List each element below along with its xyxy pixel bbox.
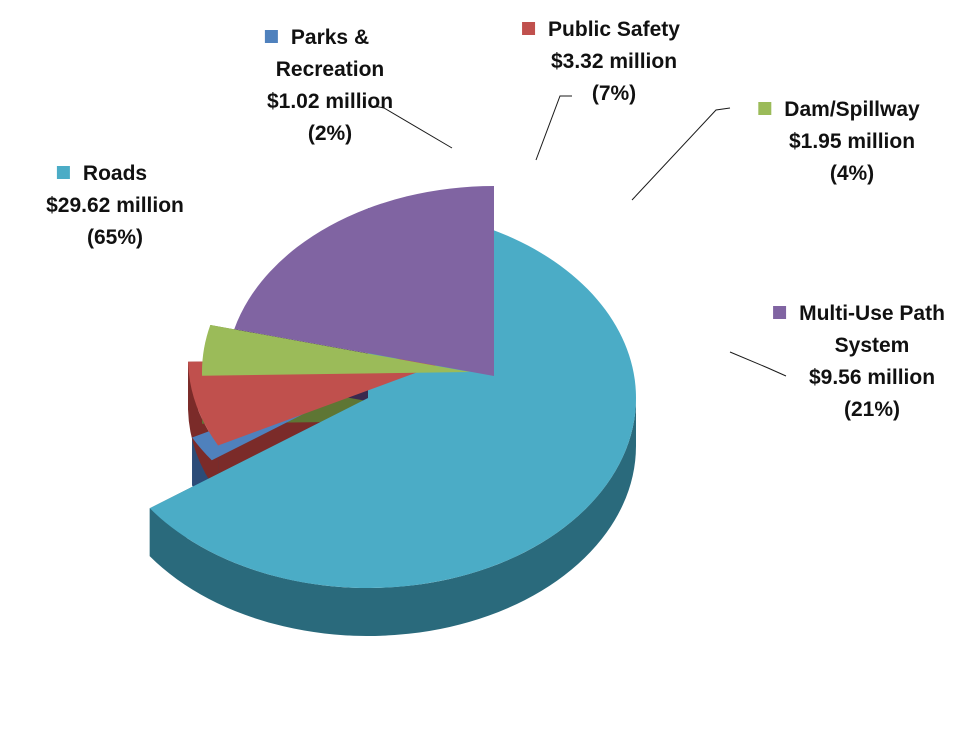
data-label-public-safety-line-0: Public Safety <box>548 18 680 41</box>
data-label-parks-recreation-line-2: $1.02 million <box>267 90 393 113</box>
data-label-multi-use-path-system-line-0: Multi-Use Path <box>799 302 945 325</box>
data-label-roads-line-0: Roads <box>83 162 147 185</box>
data-label-dam-spillway: Dam/Spillway $1.95 million (4%) <box>758 98 920 185</box>
data-label-dam-spillway-line-0: Dam/Spillway <box>784 98 920 121</box>
legend-key-dam-spillway <box>758 102 772 115</box>
pie-slice-dam-spillway <box>202 325 470 376</box>
data-label-public-safety-line-1: $3.32 million <box>551 50 677 73</box>
data-label-parks-recreation-line-3: (2%) <box>308 122 352 145</box>
slice-side-public-safety <box>188 361 219 494</box>
data-labels: Roads $29.62 million (65%) Parks & Recreatio… <box>46 18 945 421</box>
legend-key-multi-use-path-system <box>773 306 787 319</box>
leader-line-public-safety <box>535 95 572 161</box>
data-label-roads: Roads $29.62 million (65%) <box>46 162 184 249</box>
leader-line-multi-use-path-system <box>729 351 787 377</box>
legend-key-public-safety <box>522 22 536 35</box>
legend-key-parks-recreation <box>264 30 278 43</box>
data-label-dam-spillway-line-2: (4%) <box>830 162 874 185</box>
data-label-parks-recreation: Parks & Recreation $1.02 million (2%) <box>264 26 393 145</box>
legend-key-roads <box>56 166 70 179</box>
data-label-public-safety-line-2: (7%) <box>592 82 636 105</box>
data-label-multi-use-path-system: Multi-Use Path System $9.56 million (21%) <box>773 302 945 421</box>
pie-slice-roads <box>149 208 637 588</box>
data-label-parks-recreation-line-1: Recreation <box>276 58 385 81</box>
data-label-dam-spillway-line-1: $1.95 million <box>789 130 915 153</box>
leader-line-dam-spillway <box>631 107 731 201</box>
slice-tops <box>149 186 637 588</box>
data-label-roads-line-1: $29.62 million <box>46 194 184 217</box>
slice-side-roads <box>149 398 636 636</box>
data-label-multi-use-path-system-line-3: (21%) <box>844 398 900 421</box>
data-label-public-safety: Public Safety $3.32 million (7%) <box>522 18 680 105</box>
data-label-multi-use-path-system-line-1: System <box>835 334 910 357</box>
leader-lines <box>373 95 787 377</box>
pie-slice-public-safety <box>188 358 457 446</box>
data-label-roads-line-2: (65%) <box>87 226 143 249</box>
leader-line-parks-recreation <box>373 105 453 149</box>
pie-slice-multi-use-path-system <box>234 186 494 376</box>
data-label-parks-recreation-line-0: Parks & <box>291 26 369 49</box>
data-label-multi-use-path-system-line-2: $9.56 million <box>809 366 935 389</box>
